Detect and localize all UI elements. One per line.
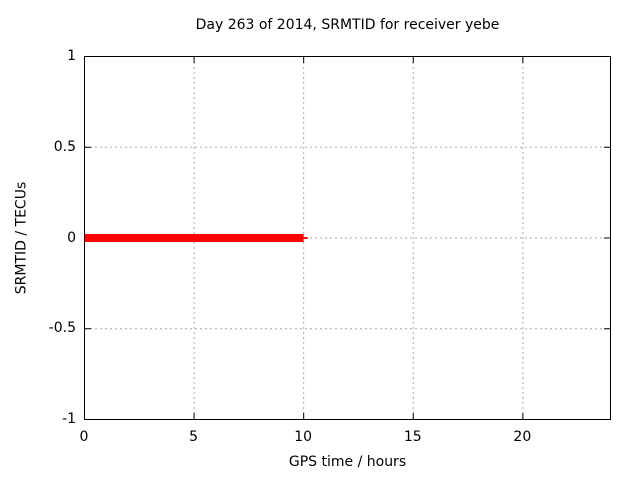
- x-tick-label-20: 20: [513, 429, 532, 445]
- x-tick-label-15: 15: [403, 429, 422, 445]
- y-tick-label--1: -1: [62, 411, 76, 427]
- x-tick-label-5: 5: [189, 429, 199, 445]
- y-tick-label-0: 0: [67, 229, 76, 246]
- x-axis-label: GPS time / hours: [288, 454, 407, 470]
- x-tick-label-10: 10: [294, 429, 313, 445]
- y-tick-label--0.5: -0.5: [48, 320, 76, 337]
- x-tick-label-0: 0: [79, 429, 89, 445]
- plot-border: [84, 56, 611, 420]
- chart-title: Day 263 of 2014, SRMTID for receiver yeb…: [195, 17, 500, 33]
- y-tick-label-1: 1: [67, 48, 76, 64]
- plot-canvas: [84, 56, 611, 420]
- y-tick-label-0.5: 0.5: [53, 138, 76, 155]
